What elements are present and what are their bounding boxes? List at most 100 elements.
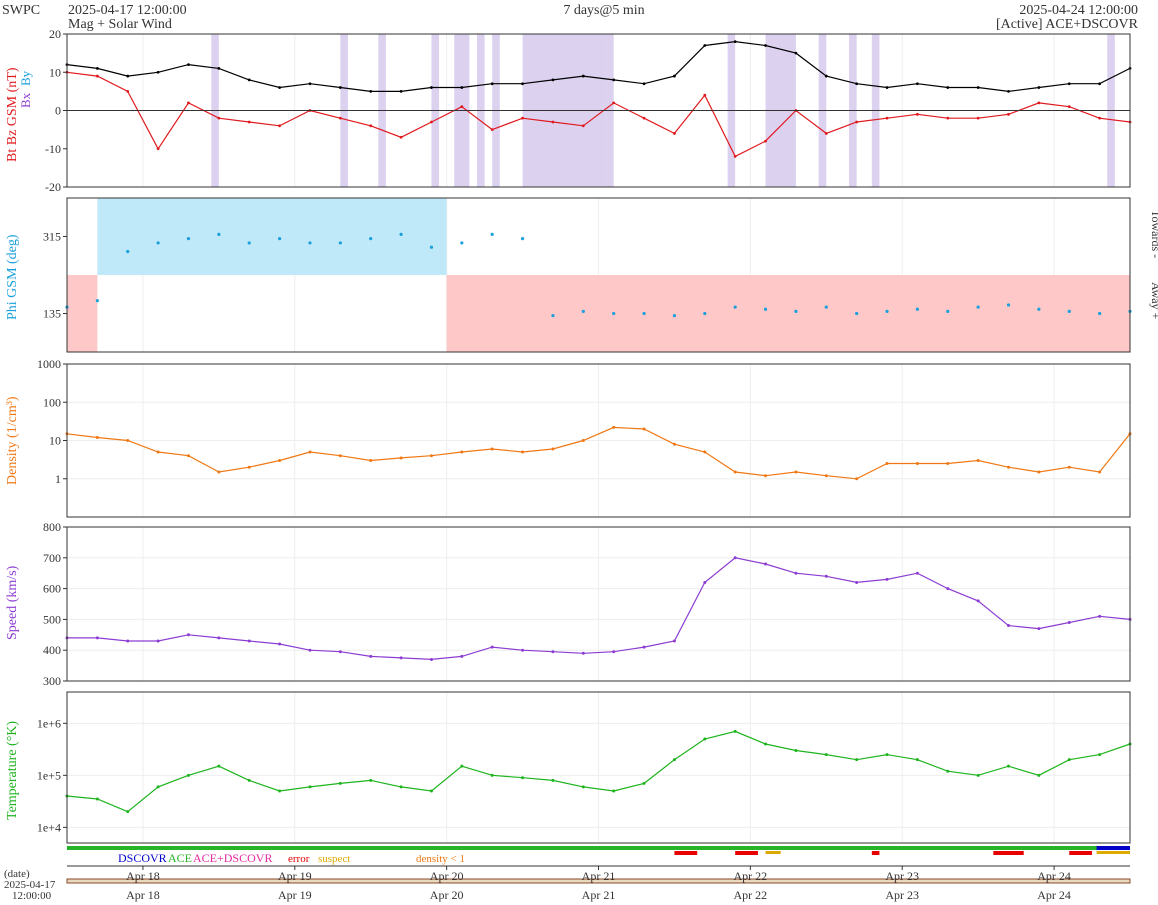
legend-dscovr: DSCOVR [118, 851, 167, 865]
temperature-y-axis-label: Temperature (°K) [5, 721, 20, 820]
speed-data-point [399, 656, 403, 660]
phi-data-point [1006, 303, 1011, 307]
data-point-bz [1098, 116, 1102, 120]
data-point-bz [764, 139, 767, 143]
speed-data-point [855, 580, 859, 584]
phi-data-point [95, 299, 99, 303]
mag-y-tick-label: 0 [55, 104, 61, 118]
data-point-bt [1007, 89, 1010, 93]
speed-data-point [278, 642, 282, 646]
phi-data-point [642, 311, 646, 316]
temperature-data-point [612, 789, 616, 793]
density-y-tick-label: 1000 [37, 357, 61, 371]
speed-y-tick-label: 500 [43, 612, 61, 626]
density-y-tick-label: 1 [55, 472, 61, 486]
data-point-bt [855, 82, 859, 86]
data-point-bz [126, 89, 130, 93]
data-point-bt [794, 51, 798, 55]
data-point-bt [946, 86, 950, 89]
temperature-data-point [1037, 773, 1041, 777]
speed-data-point [794, 571, 798, 575]
data-point-bt [430, 86, 433, 89]
temperature-data-point [976, 773, 980, 777]
date-tick-label: Apr 21 [582, 869, 616, 883]
density-data-point [764, 474, 768, 478]
data-point-bt [156, 70, 160, 74]
data-point-bt [399, 89, 403, 93]
temperature-data-point [490, 773, 494, 777]
speed-data-point [1067, 620, 1071, 624]
data-point-bz [733, 155, 737, 158]
density-data-point [642, 427, 646, 431]
speed-data-point [885, 577, 889, 581]
data-point-bz [976, 116, 980, 120]
density-data-point [429, 454, 433, 458]
phi-data-point [308, 241, 312, 245]
density-data-point [581, 439, 585, 442]
density-data-point [1037, 470, 1041, 474]
date-tick-label-bottom: Apr 24 [1037, 888, 1071, 902]
speed-data-point [308, 648, 312, 652]
status-error-mark [735, 851, 758, 855]
status-suspect-mark [1096, 851, 1130, 854]
source-label: [Active] ACE+DSCOVR [996, 17, 1139, 32]
density-data-point [824, 474, 828, 478]
data-point-bt [916, 82, 919, 86]
speed-data-point [733, 556, 737, 560]
density-data-point [247, 465, 251, 469]
temperature-data-point [794, 749, 798, 753]
panel-frame-phi [66, 197, 1131, 353]
data-point-bt [460, 86, 464, 89]
phi-data-point [460, 241, 464, 245]
phi-data-point [794, 309, 798, 313]
data-point-bz [946, 116, 950, 120]
data-point-bz [885, 116, 889, 120]
phi-y-axis-label: Phi GSM (deg) [5, 234, 20, 320]
density-data-point [703, 450, 707, 454]
density-data-point [95, 435, 99, 439]
data-point-bt [95, 67, 99, 70]
data-point-bt [278, 86, 281, 89]
date-tick-label: Apr 23 [885, 869, 919, 883]
phi-data-point [915, 307, 920, 311]
speed-data-point [95, 636, 99, 640]
series-line-bz [66, 71, 1131, 158]
end-time-label: 2025-04-24 12:00:00 [1019, 3, 1138, 18]
speed-data-point [429, 657, 433, 661]
temperature-data-point [399, 785, 403, 789]
phi-data-point [763, 307, 768, 311]
speed-data-point [1037, 627, 1041, 631]
density-data-point [399, 456, 403, 460]
phi-data-point [399, 232, 403, 236]
data-point-bz [1037, 101, 1041, 105]
temperature-data-point [429, 789, 433, 793]
data-point-bz [673, 132, 676, 135]
phi-data-point [369, 237, 373, 241]
density-series-line [66, 426, 1131, 480]
temperature-data-point [1067, 758, 1071, 762]
data-point-bt [1067, 82, 1071, 86]
phi-data-point [247, 241, 251, 245]
cadence-label: 7 days@5 min [563, 3, 644, 18]
temperature-data-point [247, 778, 251, 782]
density-data-point [521, 450, 525, 454]
data-point-bt [733, 40, 737, 44]
temperature-y-tick-label: 1e+4 [37, 820, 61, 834]
speed-y-tick-label: 800 [43, 520, 61, 534]
date-tick-label: Apr 20 [430, 869, 464, 883]
phi-away-band [67, 275, 98, 352]
data-point-bt [369, 89, 373, 93]
phi-data-point [946, 309, 950, 313]
density-data-point [672, 442, 676, 446]
speed-series-line [67, 557, 1131, 661]
temperature-data-point [460, 764, 464, 768]
phi-away-band [446, 275, 1131, 352]
data-point-bt [551, 78, 555, 82]
data-point-bz [460, 105, 464, 109]
density-data-point [855, 477, 859, 481]
phi-data-point [217, 232, 221, 236]
by-legend-glyph: By [18, 70, 33, 86]
speed-data-point [521, 648, 525, 652]
speed-data-point [338, 650, 342, 654]
temperature-data-point [186, 773, 190, 777]
